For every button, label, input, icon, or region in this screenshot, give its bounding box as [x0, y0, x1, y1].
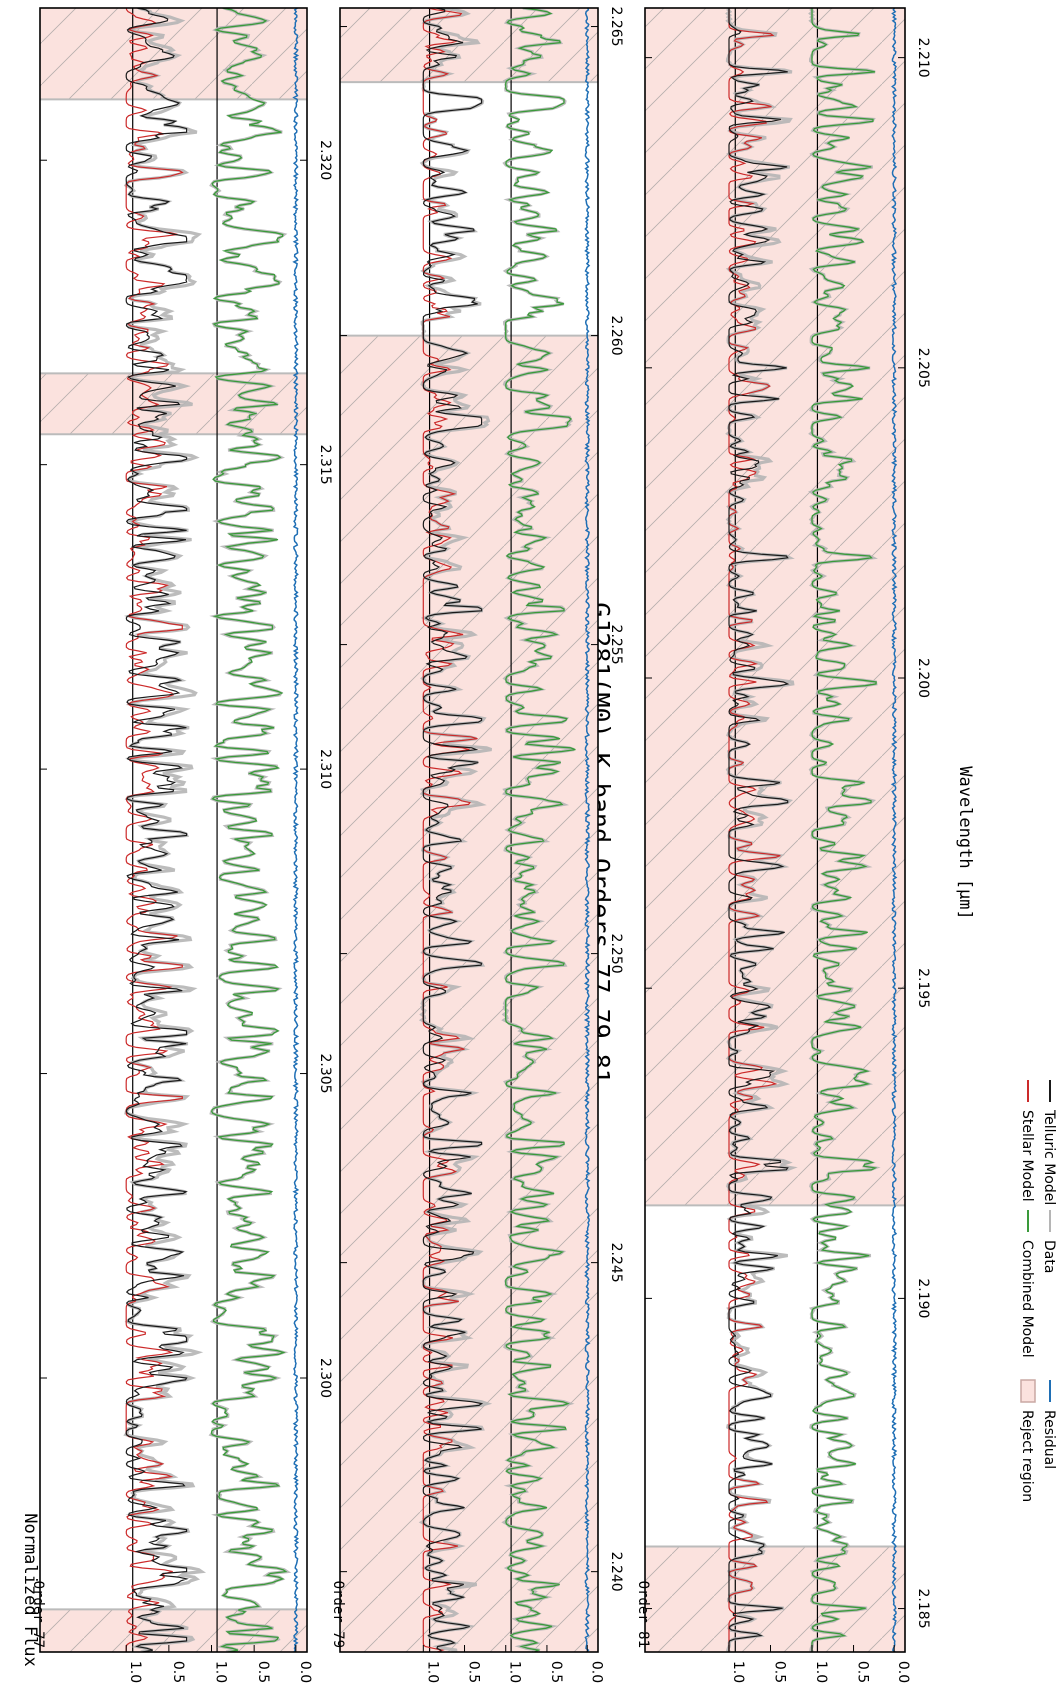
y-tick-label: 0.0: [588, 1661, 604, 1683]
panel-frame: [39, 7, 308, 1653]
panel-frame: [339, 7, 599, 1653]
legend-item-residual: Residual: [1041, 1380, 1057, 1469]
legend-label: Telluric Model: [1041, 1109, 1057, 1205]
y-tick-label: 1.0: [127, 1661, 143, 1683]
series-combined-model: [505, 8, 576, 1652]
series-combined-model: [811, 8, 878, 1652]
legend-label: Combined Model: [1019, 1240, 1035, 1358]
panel-order-77: 2.300 2.305 2.310 2.315 2.320 1.0 0.5 1.0 0.5 0.0…: [30, 7, 333, 1683]
y-tick-label: 0.5: [466, 1661, 482, 1683]
y-tick-label: 1.0: [730, 1661, 746, 1683]
panel-order-81: 2.185 2.190 2.195 2.200 2.205 2.210 1.0 0.5 1.0 0…: [635, 7, 931, 1683]
x-tick-label: 2.185: [915, 1589, 931, 1629]
x-tick-label: 2.210: [915, 38, 931, 78]
y-tick-label: 0.5: [170, 1661, 186, 1683]
series-residual: [890, 8, 898, 1652]
x-tick-label: 2.195: [915, 968, 931, 1008]
x-tick-label: 2.205: [915, 348, 931, 388]
series-telluric-model: [125, 8, 189, 1652]
legend-label: Residual: [1041, 1410, 1057, 1469]
y-tick-label: 0.0: [895, 1661, 911, 1683]
series-combined-model: [210, 8, 288, 1652]
series-residual: [583, 8, 591, 1652]
legend-item-telluric: Telluric Model: [1041, 1080, 1057, 1205]
legend-label: Data: [1041, 1240, 1057, 1273]
order-label: Order 77: [30, 1581, 46, 1648]
legend-item-combined: Combined Model: [1019, 1210, 1035, 1358]
y-tick-label: 1.0: [424, 1661, 440, 1683]
series-telluric-model: [728, 8, 790, 1652]
reject-region-hatch: [645, 1546, 905, 1652]
series-stellar-model: [728, 8, 781, 1652]
order-label: Order 81: [635, 1581, 651, 1648]
legend-label: Reject region: [1019, 1410, 1035, 1502]
legend-swatch: [1020, 1379, 1036, 1403]
y-tick-label: 1.0: [813, 1661, 829, 1683]
y-tick-label: 0.5: [255, 1661, 271, 1683]
y-tick-label: 1.0: [213, 1661, 229, 1683]
x-tick-label: 2.300: [317, 1358, 333, 1398]
x-tick-label: 2.305: [317, 1054, 333, 1094]
x-tick-label: 2.200: [915, 658, 931, 698]
series-stellar-model: [422, 8, 478, 1652]
x-tick-label: 2.315: [317, 445, 333, 485]
legend-item-stellar: Stellar Model: [1019, 1080, 1035, 1202]
series-stellar-model: [125, 8, 184, 1652]
reject-region-hatch: [645, 8, 905, 1206]
series-telluric-model: [422, 8, 484, 1652]
y-axis-label-group: Normalized Flux: [20, 1513, 40, 1667]
x-axis-label: Wavelength [μm]: [955, 766, 975, 920]
y-tick-label: 0.0: [297, 1661, 313, 1683]
legend-item-data: Data: [1041, 1210, 1057, 1273]
y-tick-label: 0.5: [855, 1661, 871, 1683]
panel-order-79: 2.240 2.245 2.250 2.255 2.260 2.265 1.0 0.5 1.0 0…: [330, 6, 624, 1683]
reject-region-hatch: [340, 335, 598, 1652]
y-tick-label: 0.5: [548, 1661, 564, 1683]
y-tick-label: 1.0: [507, 1661, 523, 1683]
x-axis-label-group: Wavelength [μm]: [955, 766, 975, 920]
series-residual: [292, 8, 300, 1652]
panel-frame: [644, 7, 906, 1653]
legend-item-reject: Reject region: [1019, 1379, 1036, 1502]
y-axis-label: Normalized Flux: [20, 1513, 40, 1667]
x-tick-label: 2.320: [317, 140, 333, 180]
y-tick-label: 0.5: [771, 1661, 787, 1683]
x-tick-label: 2.240: [608, 1552, 624, 1592]
x-tick-label: 2.250: [608, 934, 624, 974]
x-tick-label: 2.265: [608, 6, 624, 46]
x-tick-label: 2.255: [608, 625, 624, 665]
x-tick-label: 2.260: [608, 316, 624, 356]
order-label: Order 79: [330, 1581, 346, 1648]
x-tick-label: 2.245: [608, 1243, 624, 1283]
x-tick-label: 2.310: [317, 749, 333, 789]
x-tick-label: 2.190: [915, 1278, 931, 1318]
legend-label: Stellar Model: [1019, 1110, 1035, 1202]
legend: Telluric Model Stellar Model Data Combined …: [1019, 1080, 1057, 1502]
